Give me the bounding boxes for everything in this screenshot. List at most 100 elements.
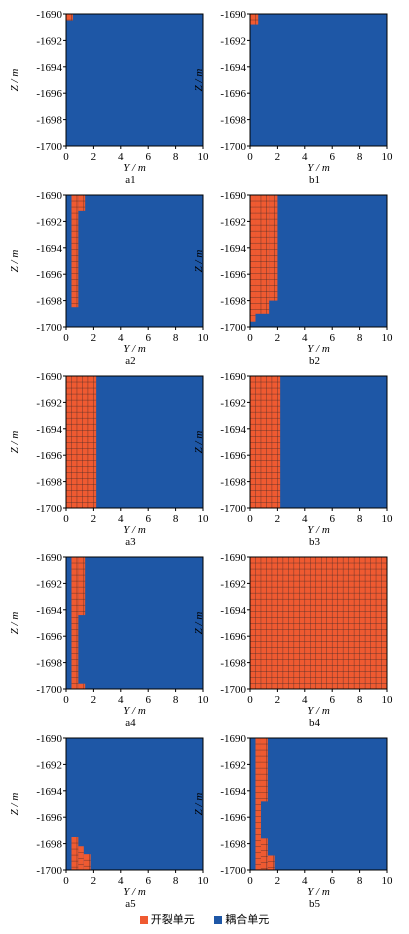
x-tick-label: 0 bbox=[247, 513, 253, 525]
x-tick-label: 2 bbox=[91, 151, 97, 163]
x-tick-label: 6 bbox=[145, 694, 151, 706]
y-tick-label: -1694 bbox=[220, 243, 246, 255]
cracked-region bbox=[78, 683, 86, 689]
y-tick-label: -1700 bbox=[36, 684, 62, 696]
y-tick-label: -1698 bbox=[36, 477, 62, 489]
y-tick-label: -1692 bbox=[36, 759, 62, 771]
y-tick-label: -1692 bbox=[220, 578, 246, 590]
y-tick-label: -1692 bbox=[36, 397, 62, 409]
y-tick-label: -1696 bbox=[36, 812, 62, 824]
y-axis-label: Z / m bbox=[9, 250, 21, 273]
x-tick-label: 4 bbox=[302, 332, 308, 344]
panel-frame bbox=[249, 194, 388, 328]
panel-frame bbox=[249, 375, 388, 509]
x-tick-label: 10 bbox=[382, 875, 394, 887]
y-tick-label: -1690 bbox=[36, 733, 62, 745]
y-tick-label: -1694 bbox=[36, 786, 62, 798]
coupled-region bbox=[66, 14, 203, 146]
y-tick-label: -1692 bbox=[36, 35, 62, 47]
legend-item-coupled: 耦合单元 bbox=[214, 911, 269, 927]
x-tick-label: 0 bbox=[63, 875, 69, 887]
x-tick-label: 6 bbox=[329, 332, 335, 344]
cracked-region bbox=[269, 195, 278, 301]
cracked-grid bbox=[260, 838, 268, 870]
y-tick-label: -1696 bbox=[36, 450, 62, 462]
y-tick-label: -1696 bbox=[36, 88, 62, 100]
y-tick-label: -1700 bbox=[36, 322, 62, 334]
x-tick-label: 4 bbox=[118, 332, 124, 344]
coupled-region bbox=[250, 738, 387, 870]
y-tick-label: -1696 bbox=[36, 631, 62, 643]
y-axis-label: Z / m bbox=[193, 612, 205, 635]
y-axis-label: Z / m bbox=[9, 612, 21, 635]
x-tick-label: 6 bbox=[145, 875, 151, 887]
x-tick-label: 0 bbox=[247, 875, 253, 887]
x-tick-label: 2 bbox=[275, 332, 281, 344]
panel-frame bbox=[65, 556, 204, 690]
cracked-region bbox=[66, 376, 97, 508]
cracked-region bbox=[250, 195, 256, 322]
y-axis-label: Z / m bbox=[193, 250, 205, 273]
y-tick-label: -1700 bbox=[220, 503, 246, 515]
y-tick-label: -1698 bbox=[220, 115, 246, 127]
x-tick-label: 2 bbox=[275, 151, 281, 163]
y-tick-label: -1694 bbox=[220, 62, 246, 74]
y-tick-label: -1692 bbox=[220, 216, 246, 228]
x-tick-label: 6 bbox=[145, 151, 151, 163]
cracked-grid bbox=[255, 743, 261, 865]
coupled-region bbox=[66, 195, 203, 327]
x-tick-label: 2 bbox=[91, 694, 97, 706]
y-tick-label: -1694 bbox=[36, 243, 62, 255]
x-tick-label: 8 bbox=[173, 151, 179, 163]
x-axis-label: Y / m bbox=[307, 886, 330, 898]
legend-item-cracked: 开裂单元 bbox=[139, 911, 195, 927]
y-tick-label: -1690 bbox=[220, 552, 246, 564]
y-tick-label: -1698 bbox=[36, 115, 62, 127]
y-tick-label: -1692 bbox=[220, 35, 246, 47]
x-tick-label: 6 bbox=[145, 332, 151, 344]
y-tick-label: -1698 bbox=[36, 296, 62, 308]
y-tick-label: -1700 bbox=[220, 141, 246, 153]
y-tick-label: -1690 bbox=[220, 733, 246, 745]
x-tick-label: 10 bbox=[382, 151, 394, 163]
y-axis-label: Z / m bbox=[193, 69, 205, 92]
cracked-region bbox=[255, 738, 261, 870]
cracked-grid bbox=[71, 557, 79, 689]
legend-label-coupled: 耦合单元 bbox=[225, 913, 270, 926]
y-tick-label: -1700 bbox=[220, 322, 246, 334]
cracked-region bbox=[250, 14, 259, 25]
x-tick-label: 2 bbox=[91, 875, 97, 887]
y-tick-label: -1690 bbox=[36, 190, 62, 202]
panel-label: a3 bbox=[125, 536, 136, 548]
y-tick-label: -1700 bbox=[36, 865, 62, 877]
panel-label: a2 bbox=[125, 355, 135, 367]
y-tick-label: -1698 bbox=[36, 839, 62, 851]
x-tick-label: 6 bbox=[329, 513, 335, 525]
cracked-grid bbox=[250, 14, 259, 25]
y-tick-label: -1692 bbox=[36, 578, 62, 590]
x-tick-label: 2 bbox=[275, 513, 281, 525]
legend-swatch-coupled bbox=[214, 916, 223, 924]
x-tick-label: 2 bbox=[275, 694, 281, 706]
cracked-region bbox=[66, 14, 73, 21]
y-tick-label: -1690 bbox=[220, 190, 246, 202]
x-tick-label: 4 bbox=[302, 151, 308, 163]
x-tick-label: 8 bbox=[357, 332, 363, 344]
cracked-grid bbox=[66, 14, 73, 21]
y-tick-label: -1690 bbox=[220, 9, 246, 21]
x-axis-label: Y / m bbox=[123, 162, 146, 174]
x-tick-label: 4 bbox=[118, 513, 124, 525]
cracked-grid bbox=[255, 195, 270, 314]
y-tick-label: -1692 bbox=[220, 397, 246, 409]
x-axis-label: Y / m bbox=[307, 524, 330, 536]
x-tick-label: 10 bbox=[198, 694, 210, 706]
cracked-grid bbox=[78, 852, 84, 865]
x-tick-label: 2 bbox=[91, 513, 97, 525]
x-tick-label: 8 bbox=[357, 694, 363, 706]
x-tick-label: 4 bbox=[302, 513, 308, 525]
panel-label: b2 bbox=[309, 355, 320, 367]
x-tick-label: 8 bbox=[173, 332, 179, 344]
